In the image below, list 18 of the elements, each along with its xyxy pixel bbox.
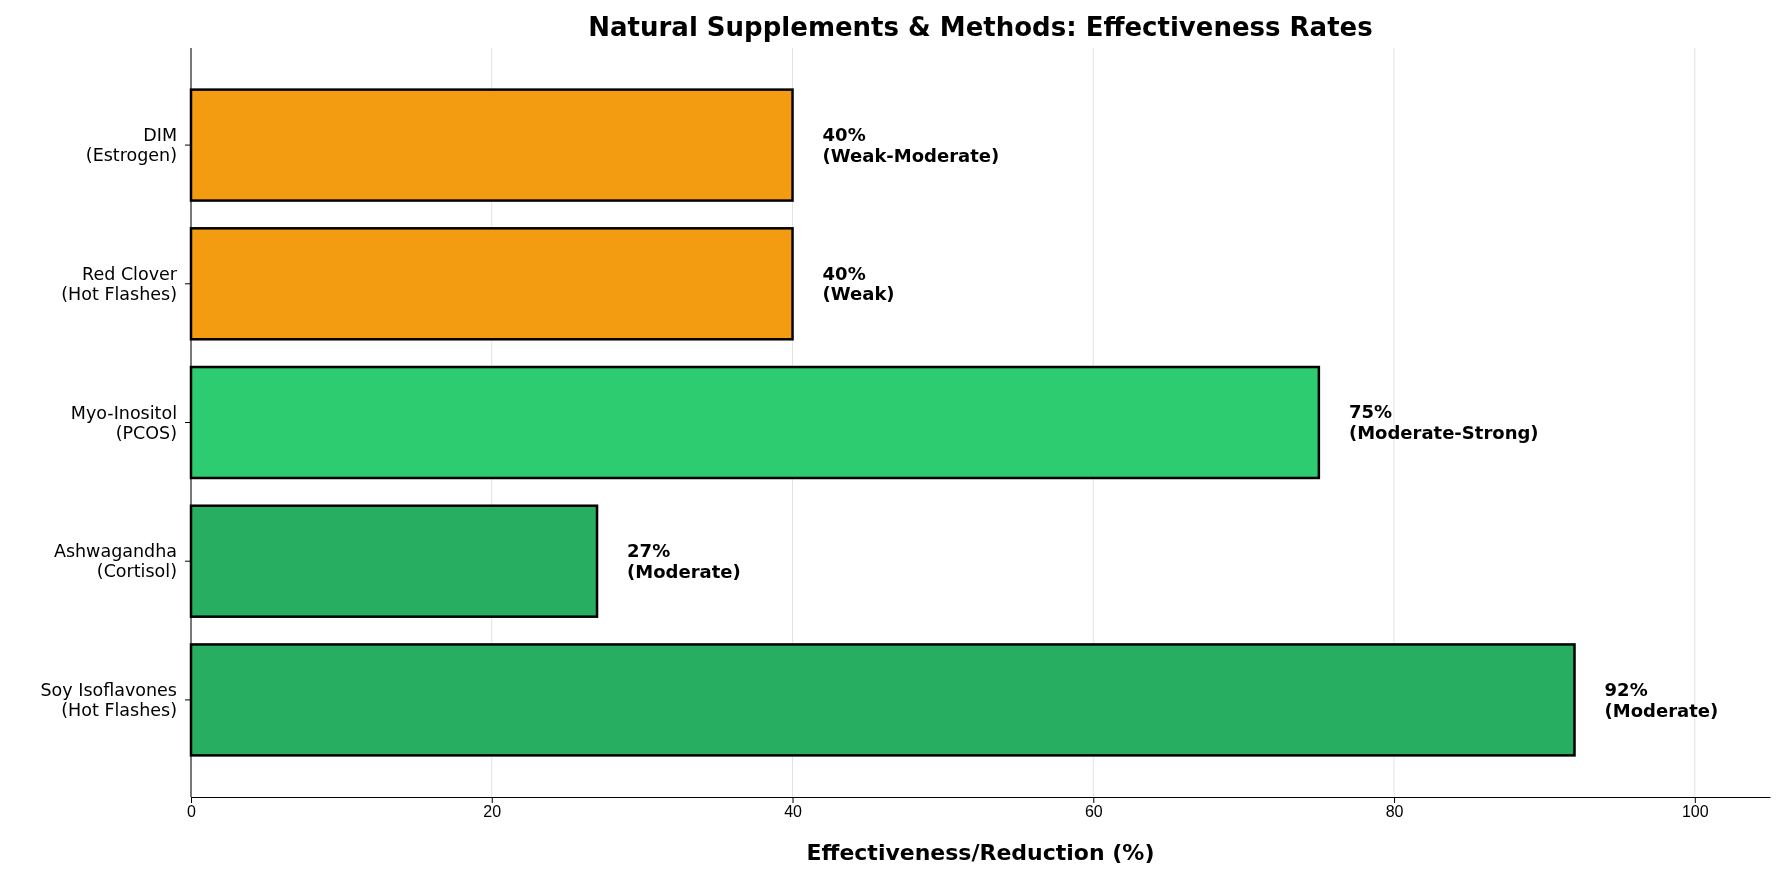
y-tick-label: Soy Isoflavones (Hot Flashes) [40,679,177,721]
data-label: 40% (Weak) [822,262,895,305]
x-tick-label: 60 [1084,803,1103,821]
x-axis-title: Effectiveness/Reduction (%) [806,840,1155,865]
x-tick-label: 20 [483,803,502,821]
x-tick-label: 80 [1385,803,1404,821]
y-tick-label: Red Clover (Hot Flashes) [61,263,178,304]
x-tick-label: 100 [1681,803,1709,821]
data-label: 92% (Moderate) [1604,678,1719,721]
data-label: 27% (Moderate) [627,540,741,582]
y-tick-label: DIM (Estrogen) [85,125,177,166]
y-tick-label: Myo-Inositol (PCOS) [70,402,177,443]
y-tick-label: Ashwagandha (Cortisol) [53,541,177,582]
x-tick-label: 0 [187,803,197,821]
data-label: 40% (Weak-Moderate) [822,124,1000,166]
x-tick-label: 40 [784,803,803,821]
data-label: 75% (Moderate-Strong) [1348,401,1539,444]
chart-title: Natural Supplements & Methods: Effectiveness Rates [588,12,1373,42]
